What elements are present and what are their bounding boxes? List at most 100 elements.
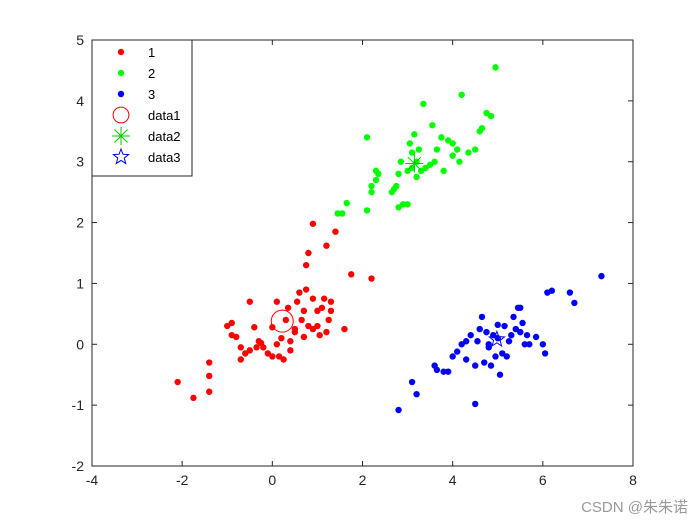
legend-item: data3 bbox=[112, 147, 181, 165]
data-point bbox=[397, 158, 405, 165]
x-tick-label: 0 bbox=[268, 472, 276, 488]
data-point bbox=[492, 64, 499, 71]
data-point bbox=[278, 335, 285, 342]
data-point bbox=[523, 331, 531, 339]
data-point bbox=[449, 353, 456, 360]
data-point bbox=[408, 378, 416, 386]
data-point bbox=[438, 134, 445, 141]
data-point bbox=[440, 167, 447, 175]
data-point bbox=[485, 341, 492, 348]
data-point bbox=[327, 298, 335, 305]
data-point bbox=[440, 368, 447, 375]
data-point bbox=[395, 204, 402, 211]
legend-label: 1 bbox=[148, 45, 155, 60]
data-point bbox=[453, 146, 461, 153]
x-tick-label: 6 bbox=[539, 472, 547, 488]
data-point bbox=[309, 325, 317, 333]
watermark: CSDN @朱朱诺 bbox=[581, 499, 688, 516]
data-point bbox=[282, 316, 290, 324]
data-point bbox=[433, 146, 441, 153]
data-point bbox=[517, 304, 524, 311]
data-point bbox=[287, 347, 294, 354]
data-point bbox=[492, 353, 499, 360]
data-point bbox=[246, 347, 253, 354]
data-point bbox=[598, 272, 605, 280]
legend-label: 3 bbox=[148, 87, 155, 102]
legend-marker bbox=[112, 106, 130, 124]
data-point bbox=[368, 188, 375, 196]
legend-box bbox=[91, 39, 193, 177]
data-point bbox=[320, 295, 328, 302]
data-point bbox=[327, 307, 335, 315]
data-point bbox=[174, 378, 181, 386]
data-point bbox=[372, 176, 380, 184]
data-point bbox=[224, 322, 231, 330]
data-point bbox=[280, 356, 287, 363]
data-point bbox=[510, 313, 517, 321]
data-point bbox=[253, 344, 260, 351]
data-point bbox=[517, 328, 524, 336]
legend-item: data1 bbox=[112, 106, 181, 124]
data-point bbox=[571, 299, 578, 307]
data-point bbox=[503, 353, 510, 360]
data-point bbox=[508, 331, 515, 339]
data-point bbox=[467, 331, 474, 339]
legend-marker bbox=[112, 147, 130, 165]
data-point bbox=[246, 298, 253, 305]
data-point bbox=[420, 100, 427, 108]
y-tick-label: 5 bbox=[76, 32, 84, 48]
data-point bbox=[526, 341, 533, 348]
data-point bbox=[431, 158, 438, 165]
data-point bbox=[302, 261, 310, 269]
data-point bbox=[264, 350, 272, 357]
series-data1 bbox=[270, 309, 294, 333]
data-point bbox=[334, 210, 341, 217]
data-point bbox=[206, 372, 213, 380]
data-point bbox=[399, 201, 407, 208]
data-point bbox=[339, 210, 346, 217]
y-tick-label: 2 bbox=[76, 215, 84, 231]
x-tick-label: 8 bbox=[629, 472, 637, 488]
data-point bbox=[404, 201, 411, 208]
data-point bbox=[305, 249, 312, 257]
data-point bbox=[487, 362, 495, 369]
data-point bbox=[375, 170, 382, 178]
data-point bbox=[478, 313, 486, 321]
series-3 bbox=[395, 272, 605, 414]
data-point bbox=[316, 331, 323, 339]
data-point bbox=[449, 140, 456, 147]
data-point bbox=[478, 125, 486, 132]
data-point bbox=[293, 298, 301, 305]
data-point bbox=[302, 286, 310, 293]
data-point bbox=[251, 324, 258, 331]
data-point bbox=[363, 207, 371, 214]
data-point bbox=[548, 287, 556, 294]
data-point bbox=[363, 134, 371, 141]
data-point bbox=[426, 161, 434, 168]
y-tick-label: 4 bbox=[76, 93, 84, 109]
legend-label: data3 bbox=[148, 150, 181, 165]
data-point bbox=[228, 319, 235, 327]
data-point bbox=[512, 325, 519, 333]
y-tick-label: 1 bbox=[76, 275, 84, 291]
data-point bbox=[408, 164, 416, 171]
data-point bbox=[273, 298, 281, 305]
y-tick-label: -2 bbox=[72, 458, 85, 474]
data-point bbox=[501, 322, 508, 330]
data-point bbox=[458, 91, 465, 98]
legend-marker bbox=[112, 127, 130, 145]
data-point bbox=[487, 112, 495, 120]
data-point bbox=[472, 146, 479, 153]
data-point bbox=[444, 368, 452, 375]
data-point bbox=[291, 328, 299, 336]
data-point bbox=[309, 295, 317, 302]
data-point bbox=[323, 328, 330, 336]
data-point bbox=[269, 353, 276, 360]
y-tick-label: 3 bbox=[76, 154, 84, 170]
series-data2 bbox=[405, 154, 424, 173]
data-point bbox=[237, 344, 244, 351]
data-point bbox=[305, 322, 312, 330]
data-point bbox=[206, 359, 213, 366]
data-point bbox=[368, 275, 375, 282]
